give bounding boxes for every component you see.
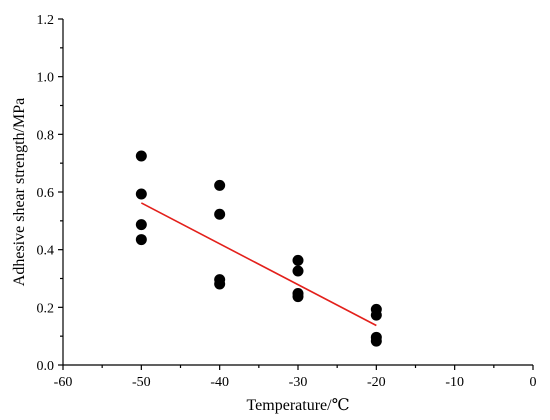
data-point xyxy=(292,265,304,277)
x-tick-label: -20 xyxy=(367,375,386,390)
data-point xyxy=(214,208,226,220)
data-point xyxy=(135,219,147,231)
y-tick-label: 0.8 xyxy=(37,128,55,143)
data-point xyxy=(135,150,147,162)
data-points xyxy=(135,150,382,347)
data-point xyxy=(292,291,304,303)
y-tick-label: 0.0 xyxy=(37,359,55,374)
y-ticks: 0.0 0.2 0.4 0.6 0.8 1.0 1.2 xyxy=(37,13,63,374)
axes xyxy=(62,19,533,366)
y-axis-label: Adhesive shear strength/MPa xyxy=(11,98,28,286)
data-point xyxy=(370,335,382,347)
y-tick-label: 1.2 xyxy=(37,13,55,28)
data-point xyxy=(135,234,147,246)
data-point xyxy=(292,254,304,266)
x-tick-label: -40 xyxy=(210,375,229,390)
fit-line-group xyxy=(140,202,377,327)
data-point xyxy=(135,188,147,200)
x-tick-label: -30 xyxy=(289,375,308,390)
x-axis-label: Temperature/℃ xyxy=(247,397,350,414)
data-point xyxy=(214,179,226,191)
y-tick-label: 0.4 xyxy=(37,244,55,259)
x-tick-label: -60 xyxy=(54,375,73,390)
y-tick-label: 0.2 xyxy=(37,301,55,316)
x-tick-label: -10 xyxy=(445,375,464,390)
linear-fit-line xyxy=(140,202,377,327)
y-tick-label: 0.6 xyxy=(37,186,55,201)
x-tick-label: 0 xyxy=(530,375,537,390)
data-point xyxy=(370,309,382,321)
x-ticks: -60 -50 -40 -30 -20 -10 0 xyxy=(54,365,537,390)
data-point xyxy=(214,278,226,290)
x-tick-label: -50 xyxy=(132,375,151,390)
y-tick-label: 1.0 xyxy=(37,71,55,86)
